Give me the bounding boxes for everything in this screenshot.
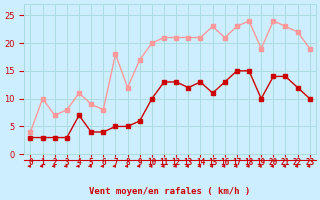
X-axis label: Vent moyen/en rafales ( km/h ): Vent moyen/en rafales ( km/h ) — [90, 187, 251, 196]
